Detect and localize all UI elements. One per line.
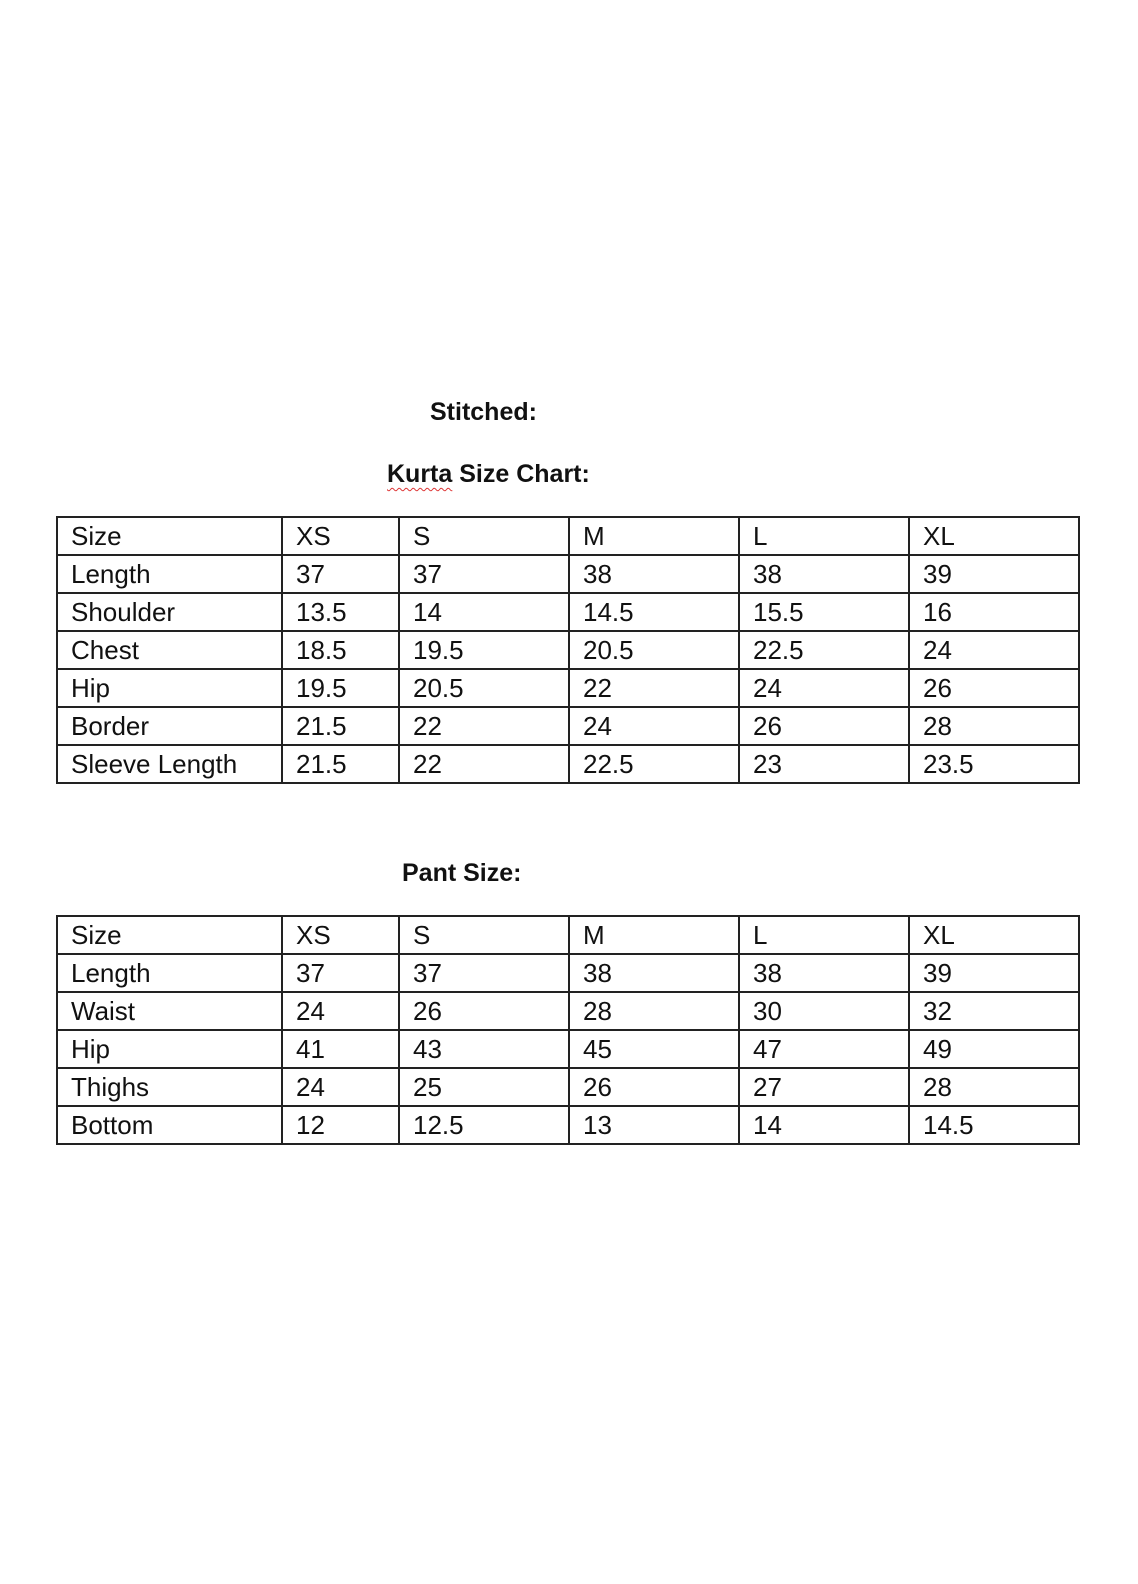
row-label-cell: Length bbox=[56, 554, 283, 594]
table-cell: 22 bbox=[398, 706, 570, 746]
table-cell: 20.5 bbox=[398, 668, 570, 708]
table-cell: 39 bbox=[908, 953, 1080, 993]
stitched-heading: Stitched: bbox=[430, 398, 537, 426]
table-cell: M bbox=[568, 915, 740, 955]
row-label-cell: Border bbox=[56, 706, 283, 746]
header-row: Size XS S M L XL bbox=[56, 915, 1080, 955]
kurta-size-chart-heading: Kurta Size Chart: bbox=[387, 460, 590, 489]
table-cell: S bbox=[398, 915, 570, 955]
table-cell: 12.5 bbox=[398, 1105, 570, 1145]
pant-size-heading: Pant Size: bbox=[402, 859, 522, 887]
table-cell: 22 bbox=[568, 668, 740, 708]
table-cell: S bbox=[398, 516, 570, 556]
table-cell: 32 bbox=[908, 991, 1080, 1031]
table-cell: 28 bbox=[568, 991, 740, 1031]
table-cell: 38 bbox=[568, 554, 740, 594]
table-cell: 24 bbox=[281, 1067, 400, 1107]
table-cell: 14.5 bbox=[568, 592, 740, 632]
table-cell: 39 bbox=[908, 554, 1080, 594]
table-cell: 28 bbox=[908, 706, 1080, 746]
table-cell: 21.5 bbox=[281, 706, 400, 746]
table-cell: XS bbox=[281, 516, 400, 556]
table-cell: 22.5 bbox=[738, 630, 910, 670]
table-cell: 26 bbox=[738, 706, 910, 746]
table-cell: 26 bbox=[908, 668, 1080, 708]
table-cell: 13 bbox=[568, 1105, 740, 1145]
table-cell: 19.5 bbox=[398, 630, 570, 670]
table-cell: 23.5 bbox=[908, 744, 1080, 784]
row-label-cell: Thighs bbox=[56, 1067, 283, 1107]
row-label-cell: Waist bbox=[56, 991, 283, 1031]
table-cell: 43 bbox=[398, 1029, 570, 1069]
table-cell: 28 bbox=[908, 1067, 1080, 1107]
table-cell: 38 bbox=[738, 554, 910, 594]
table-cell: 14 bbox=[398, 592, 570, 632]
table-cell: 37 bbox=[281, 953, 400, 993]
table-cell: XS bbox=[281, 915, 400, 955]
table-cell: 22.5 bbox=[568, 744, 740, 784]
heading-rest: Size Chart: bbox=[452, 460, 590, 488]
table-cell: 27 bbox=[738, 1067, 910, 1107]
table-cell: M bbox=[568, 516, 740, 556]
table-cell: 38 bbox=[568, 953, 740, 993]
table-cell: 41 bbox=[281, 1029, 400, 1069]
row-label-cell: Size bbox=[56, 516, 283, 556]
table-row: Thighs 24 25 26 27 28 bbox=[56, 1067, 1080, 1107]
table-row: Hip 41 43 45 47 49 bbox=[56, 1029, 1080, 1069]
spellcheck-word: Kurta bbox=[387, 460, 453, 488]
table-cell: 18.5 bbox=[281, 630, 400, 670]
table-cell: 24 bbox=[568, 706, 740, 746]
table-cell: 47 bbox=[738, 1029, 910, 1069]
table-row: Waist 24 26 28 30 32 bbox=[56, 991, 1080, 1031]
table-row: Hip 19.5 20.5 22 24 26 bbox=[56, 668, 1080, 708]
table-cell: 24 bbox=[908, 630, 1080, 670]
table-cell: 23 bbox=[738, 744, 910, 784]
table-cell: 38 bbox=[738, 953, 910, 993]
row-label-cell: Shoulder bbox=[56, 592, 283, 632]
table-cell: 26 bbox=[398, 991, 570, 1031]
table-cell: 45 bbox=[568, 1029, 740, 1069]
table-cell: 30 bbox=[738, 991, 910, 1031]
table-cell: 13.5 bbox=[281, 592, 400, 632]
row-label-cell: Length bbox=[56, 953, 283, 993]
table-cell: 26 bbox=[568, 1067, 740, 1107]
table-cell: 37 bbox=[398, 953, 570, 993]
row-label-cell: Hip bbox=[56, 668, 283, 708]
table-row: Sleeve Length 21.5 22 22.5 23 23.5 bbox=[56, 744, 1080, 784]
table-cell: L bbox=[738, 516, 910, 556]
table-cell: 49 bbox=[908, 1029, 1080, 1069]
table-row: Border 21.5 22 24 26 28 bbox=[56, 706, 1080, 746]
table-cell: XL bbox=[908, 516, 1080, 556]
table-cell: 14.5 bbox=[908, 1105, 1080, 1145]
table-cell: 19.5 bbox=[281, 668, 400, 708]
table-row: Chest 18.5 19.5 20.5 22.5 24 bbox=[56, 630, 1080, 670]
table-cell: 37 bbox=[398, 554, 570, 594]
table-row: Length 37 37 38 38 39 bbox=[56, 554, 1080, 594]
row-label-cell: Sleeve Length bbox=[56, 744, 283, 784]
table-cell: 24 bbox=[738, 668, 910, 708]
table-cell: 25 bbox=[398, 1067, 570, 1107]
table-cell: 21.5 bbox=[281, 744, 400, 784]
kurta-size-table: Size XS S M L XL Length 37 37 38 38 39 Shoulder 13.5 1… bbox=[56, 516, 1080, 784]
table-cell: 16 bbox=[908, 592, 1080, 632]
header-row: Size XS S M L XL bbox=[56, 516, 1080, 556]
row-label-cell: Chest bbox=[56, 630, 283, 670]
row-label-cell: Bottom bbox=[56, 1105, 283, 1145]
row-label-cell: Hip bbox=[56, 1029, 283, 1069]
row-label-cell: Size bbox=[56, 915, 283, 955]
table-row: Bottom 12 12.5 13 14 14.5 bbox=[56, 1105, 1080, 1145]
table-row: Shoulder 13.5 14 14.5 15.5 16 bbox=[56, 592, 1080, 632]
table-row: Length 37 37 38 38 39 bbox=[56, 953, 1080, 993]
table-cell: L bbox=[738, 915, 910, 955]
table-cell: 14 bbox=[738, 1105, 910, 1145]
table-cell: 22 bbox=[398, 744, 570, 784]
table-cell: 20.5 bbox=[568, 630, 740, 670]
table-cell: 37 bbox=[281, 554, 400, 594]
table-cell: 12 bbox=[281, 1105, 400, 1145]
table-cell: XL bbox=[908, 915, 1080, 955]
pant-size-table: Size XS S M L XL Length 37 37 38 38 39 Waist 24 26 28 30… bbox=[56, 915, 1080, 1145]
table-cell: 15.5 bbox=[738, 592, 910, 632]
table-cell: 24 bbox=[281, 991, 400, 1031]
